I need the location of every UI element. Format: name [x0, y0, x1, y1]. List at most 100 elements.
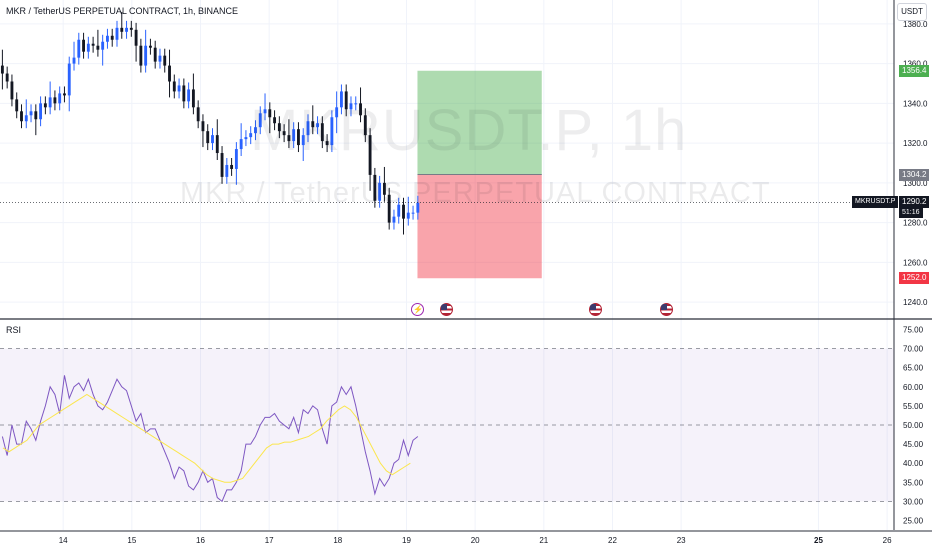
- rsi-label[interactable]: RSI: [6, 325, 22, 335]
- candle-body: [234, 149, 238, 169]
- rsi-tick-label: 50.00: [903, 421, 924, 430]
- us-flag-icon[interactable]: [440, 303, 454, 316]
- candle-body: [225, 164, 229, 177]
- candle-body: [215, 135, 219, 154]
- candle-body: [20, 111, 23, 122]
- target-price-tag: 1356.4: [899, 64, 930, 77]
- time-tick-label: 22: [608, 536, 617, 545]
- watermark-symbol: MKRUSDT.P, 1h: [250, 98, 688, 163]
- candle-body: [125, 27, 128, 32]
- candle-body: [168, 65, 171, 82]
- candle-body: [230, 164, 234, 169]
- us-flag-icon[interactable]: [589, 303, 603, 316]
- candle-body: [86, 43, 90, 52]
- candle-body: [392, 216, 396, 223]
- rsi-tick-label: 30.00: [903, 497, 924, 506]
- time-tick-label: 20: [471, 536, 480, 545]
- bolt-icon[interactable]: ⚡: [411, 303, 425, 316]
- candle-body: [211, 135, 214, 144]
- currency-unit-button[interactable]: USDT: [897, 3, 927, 21]
- candle-body: [144, 45, 148, 66]
- candle-body: [249, 133, 253, 138]
- candle-body: [139, 45, 143, 66]
- candle-body: [115, 27, 119, 40]
- rsi-ma-line: [2, 393, 411, 483]
- candle-body: [287, 135, 291, 142]
- candle-body: [24, 115, 28, 122]
- stop-price-tag: 1252.0: [899, 272, 930, 285]
- candle-body: [153, 47, 157, 62]
- candle-body: [91, 43, 95, 46]
- candle-body: [416, 202, 420, 213]
- rsi-tick-label: 55.00: [903, 402, 924, 411]
- profit-zone: [417, 70, 542, 175]
- last-price-tag: 1290.2: [899, 196, 930, 209]
- candle-body: [359, 103, 362, 116]
- candle-body: [263, 109, 267, 114]
- bar-countdown: 51:16: [899, 208, 923, 219]
- rsi-tick-label: 25.00: [903, 516, 924, 525]
- candle-body: [411, 212, 415, 214]
- candle-body: [29, 111, 33, 116]
- candle-body: [206, 131, 210, 144]
- candle-body: [148, 45, 152, 48]
- candle-body: [349, 103, 353, 110]
- candle-body: [373, 174, 377, 201]
- candle-body: [330, 117, 334, 146]
- candle-body: [220, 153, 224, 177]
- time-tick-label: 17: [265, 536, 274, 545]
- time-tick-label: 14: [59, 536, 68, 545]
- time-tick-label: 21: [539, 536, 548, 545]
- candle-body: [368, 135, 372, 175]
- candle-body: [335, 107, 339, 118]
- candle-body: [402, 204, 405, 219]
- candle-body: [282, 131, 286, 136]
- watermark-name: MKR / TetherUS PERPETUAL CONTRACT: [180, 177, 771, 209]
- trade-zones: [417, 70, 542, 279]
- entry-price-tag: 1304.2: [899, 168, 930, 181]
- price-tick-label: 1260.0: [903, 258, 928, 267]
- time-tick-label: 26: [883, 536, 892, 545]
- candle-body: [273, 117, 277, 124]
- price-tick-label: 1380.0: [903, 20, 928, 29]
- chart-title[interactable]: MKR / TetherUS PERPETUAL CONTRACT, 1h, B…: [6, 6, 239, 16]
- price-candles: [0, 11, 894, 235]
- price-tick-label: 1240.0: [903, 298, 928, 307]
- candle-body: [158, 55, 162, 62]
- candle-body: [344, 91, 348, 110]
- candle-body: [297, 129, 300, 146]
- candle-body: [5, 73, 9, 82]
- rsi-panel: [0, 348, 894, 503]
- time-tick-label: 16: [196, 536, 205, 545]
- time-tick-label: 25: [814, 536, 823, 545]
- candle-body: [354, 103, 358, 105]
- candle-body: [316, 123, 319, 128]
- candle-body: [120, 27, 124, 32]
- candle-body: [101, 41, 105, 50]
- candle-body: [96, 45, 100, 50]
- candle-body: [82, 39, 85, 52]
- price-tick-label: 1280.0: [903, 219, 928, 228]
- candle-body: [106, 35, 109, 42]
- candle-body: [397, 204, 401, 217]
- candle-body: [177, 85, 181, 92]
- candle-body: [10, 81, 14, 100]
- candle-body: [172, 81, 176, 92]
- time-tick-label: 23: [677, 536, 686, 545]
- rsi-tick-label: 35.00: [903, 478, 924, 487]
- candle-body: [258, 113, 262, 128]
- candle-body: [110, 35, 114, 40]
- candle-body: [301, 135, 305, 146]
- symbol-tag: MKRUSDT.P: [852, 196, 899, 209]
- candle-body: [382, 182, 386, 195]
- loss-zone: [417, 174, 542, 279]
- time-tick-label: 19: [402, 536, 411, 545]
- time-tick-label: 15: [127, 536, 136, 545]
- candle-body: [325, 141, 329, 146]
- us-flag-icon[interactable]: [660, 303, 674, 316]
- candle-body: [15, 99, 19, 112]
- candle-body: [129, 27, 133, 30]
- rsi-tick-label: 75.00: [903, 326, 924, 335]
